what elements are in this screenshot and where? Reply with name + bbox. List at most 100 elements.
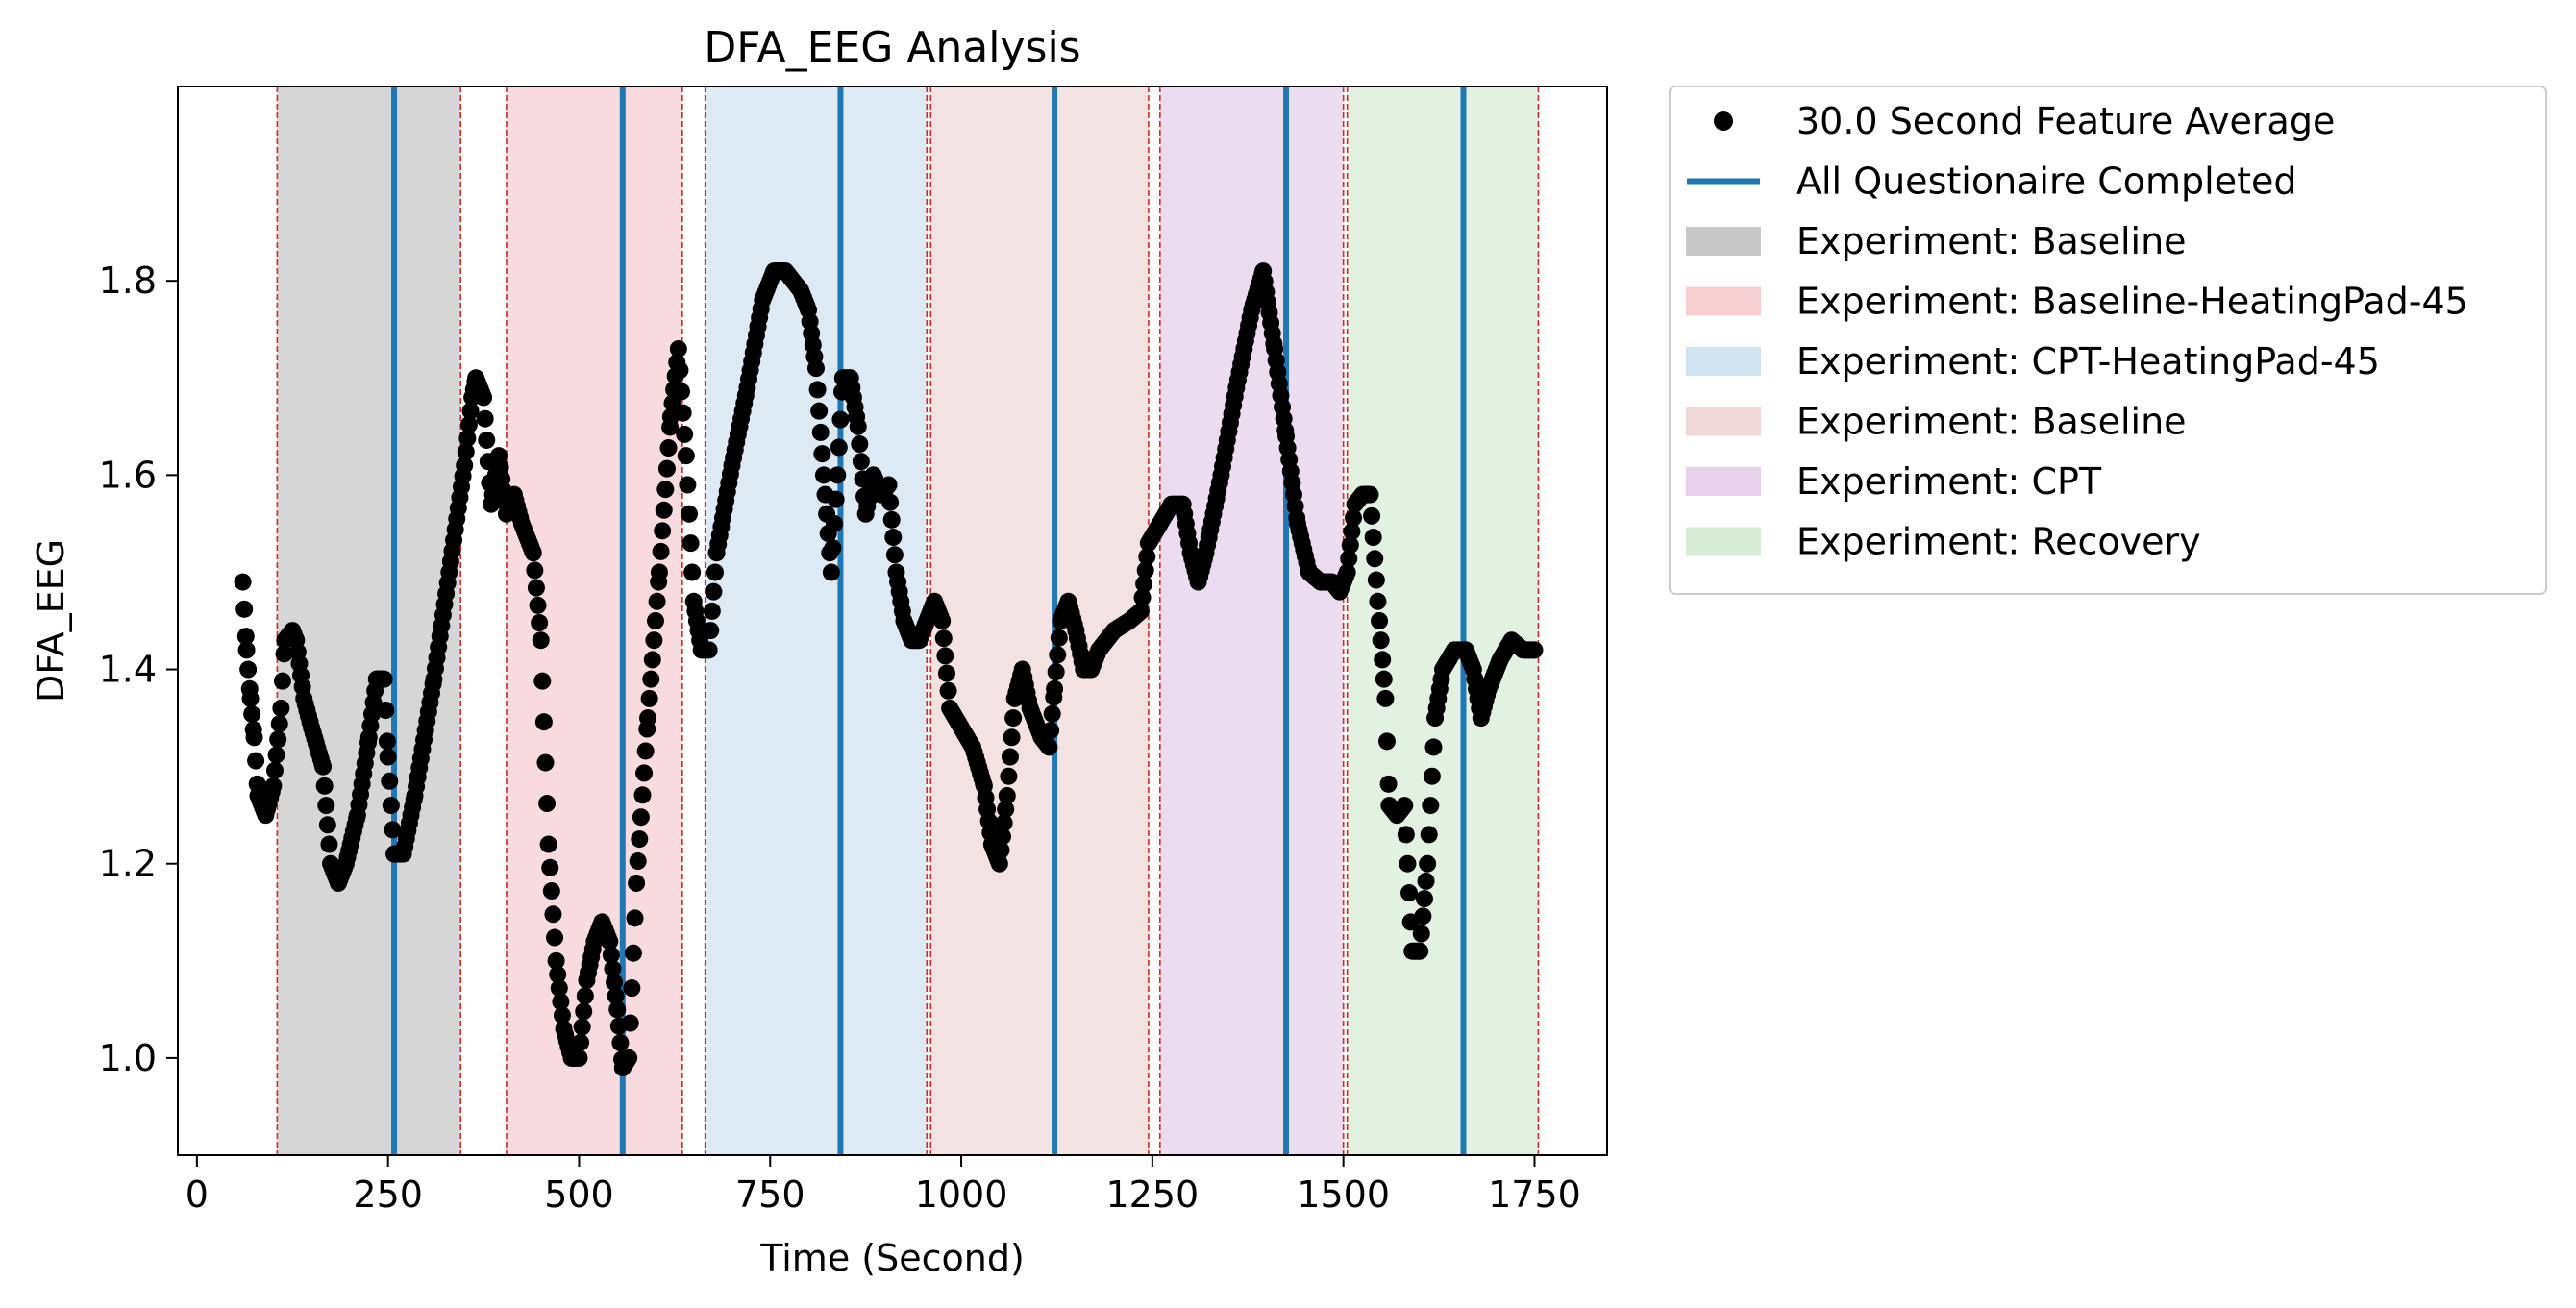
data-point-401 bbox=[831, 410, 850, 429]
data-point-154 bbox=[459, 415, 478, 433]
data-point-294 bbox=[669, 339, 687, 358]
x-tick-label-0: 0 bbox=[186, 1173, 209, 1216]
data-point-26 bbox=[270, 715, 288, 733]
data-point-867 bbox=[1525, 641, 1544, 659]
data-point-399 bbox=[829, 466, 847, 484]
experiment-span-3 bbox=[930, 86, 1149, 1155]
data-point-6 bbox=[241, 689, 260, 707]
data-point-210 bbox=[544, 905, 562, 924]
data-point-248 bbox=[602, 946, 620, 964]
data-point-274 bbox=[640, 689, 658, 707]
data-point-59 bbox=[318, 816, 336, 834]
data-point-201 bbox=[531, 614, 549, 632]
data-point-287 bbox=[659, 439, 678, 457]
data-point-281 bbox=[650, 563, 668, 581]
data-point-469 bbox=[934, 629, 953, 648]
data-point-790 bbox=[1412, 925, 1430, 943]
data-point-231 bbox=[576, 987, 594, 1005]
data-point-28 bbox=[273, 672, 291, 690]
legend-box bbox=[1669, 86, 2547, 595]
data-point-261 bbox=[621, 1014, 639, 1032]
data-point-761 bbox=[1369, 592, 1387, 610]
chart-title: DFA_EEG Analysis bbox=[704, 23, 1080, 72]
data-point-390 bbox=[814, 466, 832, 484]
data-point-395 bbox=[822, 563, 840, 581]
data-point-436 bbox=[884, 529, 903, 547]
data-point-283 bbox=[654, 522, 672, 540]
axis-ticks: 0 250 500 750 1000 1250 1500 1750 1.0 1.2 1.4 1.6 1.… bbox=[99, 259, 1581, 1216]
data-point-602 bbox=[1133, 588, 1152, 606]
data-point-27 bbox=[272, 699, 290, 717]
data-point-545 bbox=[1047, 663, 1065, 681]
data-point-208 bbox=[541, 858, 559, 876]
x-tick-label-6: 1500 bbox=[1297, 1173, 1390, 1216]
data-point-295 bbox=[671, 361, 689, 380]
data-point-766 bbox=[1376, 689, 1395, 707]
data-point-781 bbox=[1399, 854, 1417, 873]
x-tick-label-2: 500 bbox=[544, 1173, 614, 1216]
data-point-779 bbox=[1396, 797, 1414, 815]
data-point-437 bbox=[885, 546, 904, 564]
data-point-298 bbox=[676, 425, 694, 443]
data-point-388 bbox=[811, 423, 830, 441]
data-point-254 bbox=[611, 1034, 630, 1052]
data-point-229 bbox=[573, 1018, 591, 1036]
data-point-468 bbox=[933, 612, 952, 629]
data-point-516 bbox=[1004, 709, 1023, 728]
legend: 30.0 Second Feature Average All Questiona… bbox=[1669, 86, 2547, 595]
data-point-763 bbox=[1372, 631, 1390, 650]
data-point-230 bbox=[575, 1002, 593, 1021]
data-point-151 bbox=[456, 457, 474, 475]
legend-label: Experiment: Baseline bbox=[1796, 401, 2187, 443]
legend-label: Experiment: CPT bbox=[1796, 460, 2102, 503]
data-point-23 bbox=[265, 761, 284, 779]
data-point-601 bbox=[1131, 602, 1150, 620]
data-point-252 bbox=[608, 1000, 627, 1019]
data-point-1 bbox=[235, 600, 254, 618]
data-point-153 bbox=[458, 429, 477, 447]
data-point-216 bbox=[553, 1006, 571, 1024]
data-point-29 bbox=[275, 645, 293, 663]
data-point-316 bbox=[703, 602, 721, 620]
data-point-540 bbox=[1040, 738, 1058, 756]
data-point-155 bbox=[461, 402, 480, 420]
data-point-24 bbox=[267, 746, 285, 764]
experiment-span-0 bbox=[277, 86, 461, 1155]
data-point-271 bbox=[636, 742, 655, 760]
x-tick-label-1: 250 bbox=[353, 1173, 423, 1216]
data-point-97 bbox=[375, 670, 393, 688]
data-point-741 bbox=[1338, 563, 1356, 581]
data-point-207 bbox=[539, 835, 557, 853]
experiment-span-4 bbox=[1159, 86, 1344, 1155]
data-point-152 bbox=[457, 443, 475, 461]
data-point-264 bbox=[626, 909, 644, 927]
data-point-297 bbox=[674, 404, 692, 422]
data-point-796 bbox=[1422, 797, 1440, 815]
data-point-278 bbox=[646, 612, 664, 629]
plot-inner bbox=[234, 86, 1544, 1155]
data-point-541 bbox=[1042, 722, 1060, 740]
data-point-798 bbox=[1424, 738, 1443, 756]
data-point-4 bbox=[239, 660, 258, 679]
legend-item-4: Experiment: CPT-HeatingPad-45 bbox=[1686, 340, 2380, 383]
data-point-794 bbox=[1419, 854, 1437, 873]
legend-marker-patch bbox=[1686, 286, 1761, 316]
data-point-214 bbox=[550, 979, 568, 998]
data-point-300 bbox=[679, 476, 697, 494]
data-point-268 bbox=[632, 808, 650, 827]
legend-marker-patch bbox=[1686, 527, 1761, 556]
data-point-60 bbox=[320, 835, 338, 853]
x-tick-label-3: 750 bbox=[735, 1173, 805, 1216]
data-point-266 bbox=[629, 852, 647, 871]
data-point-270 bbox=[635, 764, 654, 782]
data-point-98 bbox=[377, 702, 395, 720]
data-point-199 bbox=[527, 579, 545, 597]
data-point-471 bbox=[937, 664, 955, 682]
legend-item-6: Experiment: CPT bbox=[1686, 460, 2102, 503]
data-point-472 bbox=[939, 681, 957, 700]
legend-marker-patch bbox=[1686, 407, 1761, 436]
data-point-3 bbox=[237, 641, 256, 659]
data-point-757 bbox=[1363, 506, 1381, 525]
legend-label: Experiment: CPT-HeatingPad-45 bbox=[1796, 340, 2380, 383]
